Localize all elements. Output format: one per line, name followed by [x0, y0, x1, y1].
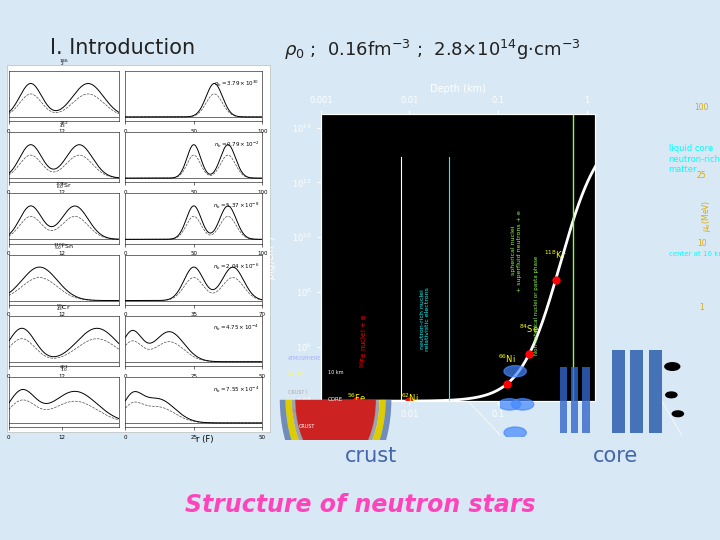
Text: $^{1100}_{~50}$Sn: $^{1100}_{~50}$Sn — [53, 241, 74, 252]
Bar — [571, 367, 578, 433]
Circle shape — [511, 399, 534, 410]
Text: 10 km: 10 km — [328, 370, 343, 375]
Wedge shape — [286, 400, 386, 484]
Circle shape — [504, 427, 526, 438]
Bar — [631, 349, 644, 433]
Text: $n_b = 5.37\times10^{-8}$: $n_b = 5.37\times10^{-8}$ — [213, 201, 259, 211]
Bar — [612, 349, 625, 433]
Bar — [7, 65, 270, 432]
Bar — [559, 367, 567, 433]
Text: spherical nuclei
+ superfluid neutrons + e: spherical nuclei + superfluid neutrons +… — [511, 210, 522, 292]
Text: CORE: CORE — [288, 409, 302, 414]
Text: $^{56}$Fe nuclei + e: $^{56}$Fe nuclei + e — [359, 314, 370, 368]
Text: $^{201}_{~10}$: $^{201}_{~10}$ — [59, 363, 69, 374]
Text: Non-spherical nuclei or pasta phase: Non-spherical nuclei or pasta phase — [534, 256, 539, 355]
Text: $n_b = 3.79\times10^{30}$: $n_b = 3.79\times10^{30}$ — [214, 78, 259, 89]
X-axis label: Depth (km): Depth (km) — [431, 84, 486, 94]
Text: CRUST I: CRUST I — [288, 390, 307, 395]
Text: $^{108}_{~60}$Sr: $^{108}_{~60}$Sr — [55, 180, 73, 191]
Circle shape — [672, 411, 683, 417]
Bar — [649, 349, 662, 433]
Text: CRUST: CRUST — [299, 424, 315, 429]
Text: center at 10 km →: center at 10 km → — [668, 251, 720, 257]
Wedge shape — [280, 400, 392, 494]
Text: crust: crust — [345, 446, 397, 467]
Text: core: core — [593, 446, 638, 467]
Text: $n_b = 0.79\times10^{-2}$: $n_b = 0.79\times10^{-2}$ — [214, 140, 259, 150]
Text: $^{66}$Ni: $^{66}$Ni — [498, 353, 516, 365]
Text: $^{84}$Se: $^{84}$Se — [519, 323, 539, 335]
Circle shape — [504, 366, 526, 377]
Text: r (F): r (F) — [196, 435, 213, 444]
Text: 1: 1 — [699, 303, 704, 313]
Wedge shape — [295, 400, 376, 468]
Text: ATMOSPHERE: ATMOSPHERE — [288, 356, 321, 361]
Text: $^{186}_{~2}$: $^{186}_{~2}$ — [59, 58, 69, 69]
Circle shape — [498, 399, 521, 410]
Text: $n_b = 4.75\times10^{-4}$: $n_b = 4.75\times10^{-4}$ — [213, 323, 259, 333]
Text: $\rho_0$ ;  0.16fm$^{-3}$ ;  2.8×10$^{14}$g·cm$^{-3}$: $\rho_0$ ; 0.16fm$^{-3}$ ; 2.8×10$^{14}$… — [284, 38, 580, 62]
Text: Structure of neutron stars: Structure of neutron stars — [185, 493, 535, 517]
Text: $n_b = 7.55\times10^{-4}$: $n_b = 7.55\times10^{-4}$ — [213, 384, 259, 395]
Circle shape — [665, 363, 680, 370]
Text: $^{232}_{43}$: $^{232}_{43}$ — [59, 119, 69, 130]
Text: CORE: CORE — [328, 397, 343, 402]
Text: liquid core
neutron-rich
matter: liquid core neutron-rich matter — [668, 144, 720, 174]
Text: 25: 25 — [697, 171, 706, 180]
Wedge shape — [292, 400, 379, 474]
Circle shape — [666, 392, 677, 397]
Text: 10: 10 — [697, 239, 706, 248]
Text: $^{50}_{43}$Cr: $^{50}_{43}$Cr — [56, 302, 71, 313]
Text: $^{62}$Ni: $^{62}$Ni — [400, 392, 418, 404]
Text: OUTER: OUTER — [288, 371, 305, 376]
Text: $^{118}$Kr: $^{118}$Kr — [544, 248, 567, 261]
Text: neutron-rich nuclei
relativistic electrons: neutron-rich nuclei relativistic electro… — [420, 287, 431, 351]
Text: $^{56}$Fe: $^{56}$Fe — [346, 392, 366, 404]
Text: I. Introduction: I. Introduction — [50, 38, 196, 58]
Text: $\rho$(g/cm$^3$): $\rho$(g/cm$^3$) — [264, 235, 279, 280]
Bar — [582, 367, 590, 433]
Text: 100: 100 — [695, 103, 709, 112]
Text: $\mu_e$(MeV): $\mu_e$(MeV) — [700, 200, 713, 232]
Text: $n_b = 2.04\times10^{-6}$: $n_b = 2.04\times10^{-6}$ — [213, 262, 259, 272]
